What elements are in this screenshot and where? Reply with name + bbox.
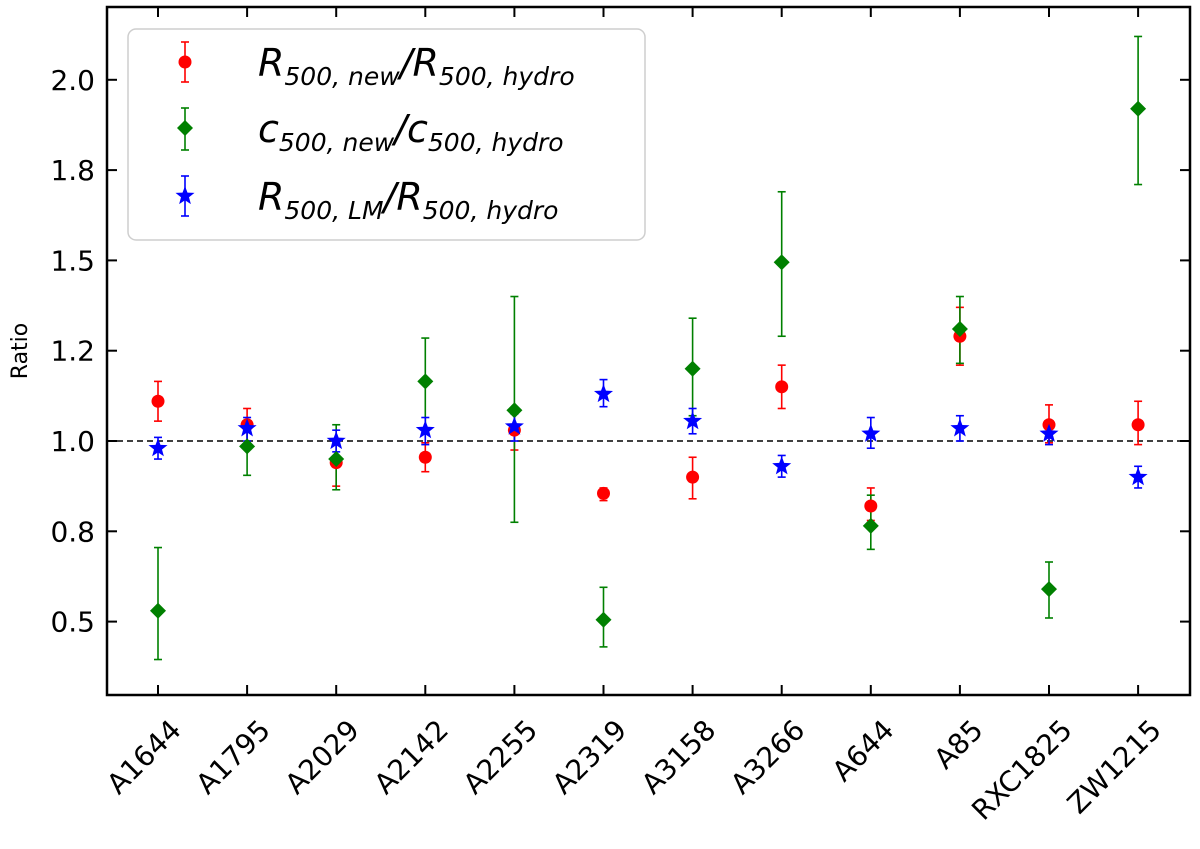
data-point <box>593 384 614 403</box>
data-point <box>775 380 789 394</box>
data-point <box>773 254 790 271</box>
data-point <box>1128 467 1148 486</box>
data-point <box>237 418 257 437</box>
legend-marker <box>177 120 193 136</box>
data-point <box>862 517 879 534</box>
y-tick-label: 2.0 <box>50 64 95 97</box>
data-point <box>597 486 610 500</box>
legend-label: c500, new/c500, hydro <box>258 107 564 157</box>
y-tick-label: 0.8 <box>50 515 95 548</box>
data-point <box>950 418 970 437</box>
data-point <box>328 451 345 468</box>
y-tick-label: 1.8 <box>50 154 95 187</box>
data-point <box>1039 423 1059 442</box>
data-point <box>1131 418 1145 432</box>
data-point <box>326 431 346 450</box>
data-point <box>861 423 881 442</box>
data-point <box>417 373 434 390</box>
legend-marker <box>178 55 192 69</box>
data-point <box>951 321 968 338</box>
data-point <box>504 416 524 435</box>
data-point <box>415 420 435 439</box>
data-point <box>595 611 612 628</box>
data-point <box>506 402 523 419</box>
x-tick-label: A2029 <box>279 713 366 800</box>
data-point <box>239 438 256 455</box>
data-point <box>418 450 432 464</box>
y-axis-label: Ratio <box>8 323 33 379</box>
x-tick-label: ZW1215 <box>1061 713 1168 820</box>
y-tick-label: 1.5 <box>50 244 95 277</box>
data-point <box>772 456 792 475</box>
x-tick-label: A3158 <box>635 713 722 800</box>
data-point <box>1130 100 1147 117</box>
data-point <box>683 411 703 430</box>
legend-label: R500, LM/R500, hydro <box>258 175 558 225</box>
data-point <box>150 602 166 619</box>
legend-marker <box>175 186 195 205</box>
legend-label: R500, new/R500, hydro <box>258 41 575 91</box>
x-tick-label: A1644 <box>100 713 187 800</box>
y-tick-label: 1.2 <box>50 335 95 368</box>
x-tick-label: A2142 <box>368 713 455 800</box>
data-point <box>151 394 165 408</box>
data-point <box>148 438 168 457</box>
y-tick-label: 0.5 <box>50 606 95 639</box>
data-point <box>1041 581 1057 598</box>
legend-box <box>127 28 646 241</box>
y-tick-label: 1.0 <box>50 425 95 458</box>
x-tick-label: A3266 <box>724 713 811 800</box>
data-point <box>686 470 700 484</box>
x-tick-label: A2255 <box>457 713 544 800</box>
data-point <box>864 499 878 513</box>
x-tick-label: A2319 <box>546 713 633 800</box>
plot-frame <box>105 5 1192 697</box>
x-tick-label: A1795 <box>189 713 276 800</box>
x-tick-label: A644 <box>826 713 901 788</box>
data-point <box>684 360 701 377</box>
x-tick-label: A85 <box>927 713 989 775</box>
